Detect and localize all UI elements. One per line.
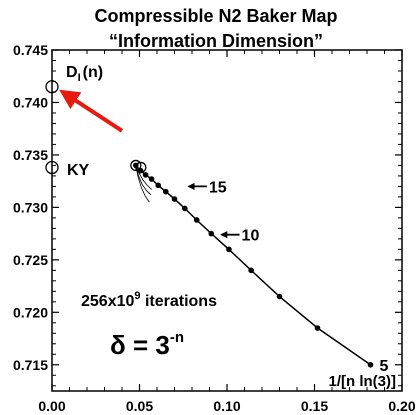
arrows [59, 89, 124, 133]
d-label-main: D [66, 64, 78, 81]
data-point [314, 325, 321, 331]
y-tick-label: 0.720 [13, 304, 48, 320]
y-tick-label: 0.730 [13, 199, 48, 215]
x-tick-label: 0.05 [126, 398, 153, 414]
y-tick-label: 0.725 [13, 252, 48, 268]
red-arrow [59, 89, 124, 133]
y-tick-label: 0.740 [13, 94, 48, 110]
d-label: DI (n) [66, 64, 103, 84]
data-point [162, 188, 169, 195]
n-label: 15 [209, 179, 227, 196]
data-point [142, 172, 149, 178]
x-tick-label: 0.15 [301, 398, 328, 414]
extrapolation-marker [45, 160, 59, 175]
series-main [130, 159, 374, 368]
chart-title: Compressible N2 Baker Map [94, 6, 337, 26]
plot-frame [51, 49, 403, 392]
n-annotations: 15 10 5 [187, 179, 389, 375]
x-axis-label: 1/[n ln(3)] [329, 373, 397, 390]
d-label-sub: I [78, 72, 81, 84]
data-point [276, 293, 283, 300]
d-label-rest: (n) [83, 64, 103, 81]
y-tick-label: 0.715 [13, 357, 48, 373]
extrapolation-markers [45, 80, 59, 175]
data-point [182, 205, 188, 212]
x-tick-label: 0.00 [38, 398, 65, 414]
x-tick-label: 0.10 [213, 398, 240, 414]
iterations-exp: 9 [134, 290, 140, 302]
data-point [226, 246, 232, 253]
open-point [135, 161, 147, 174]
delta-base: δ = 3 [110, 330, 170, 360]
x-axis: 0.00 0.05 0.10 0.15 0.20 [38, 50, 416, 414]
data-point [171, 196, 178, 202]
dense-curve [135, 165, 150, 203]
delta-exp: -n [170, 329, 184, 346]
iterations-label: 256x109 iterations [81, 290, 217, 310]
chart-subtitle: “Information Dimension” [109, 31, 323, 51]
x-tick-label: 0.20 [388, 398, 415, 414]
data-point [155, 182, 162, 189]
y-tick-label: 0.735 [13, 147, 48, 163]
dense-curve [135, 165, 152, 196]
iterations-base: 256x10 [81, 293, 134, 310]
data-point [208, 230, 215, 237]
data-point [367, 361, 374, 368]
data-point [148, 176, 155, 182]
open-point [130, 159, 142, 172]
data-point [193, 217, 200, 223]
y-tick-label: 0.745 [13, 42, 48, 58]
data-point [248, 267, 254, 274]
ky-label: KY [67, 162, 90, 179]
n-label: 10 [242, 228, 260, 245]
n-label: 5 [380, 358, 389, 375]
iterations-rest: iterations [141, 293, 218, 310]
extrapolation-marker [45, 80, 59, 94]
y-axis: 0.715 0.720 0.725 0.730 0.735 0.740 0.745 [13, 42, 402, 387]
delta-label: δ = 3-n [110, 329, 184, 360]
